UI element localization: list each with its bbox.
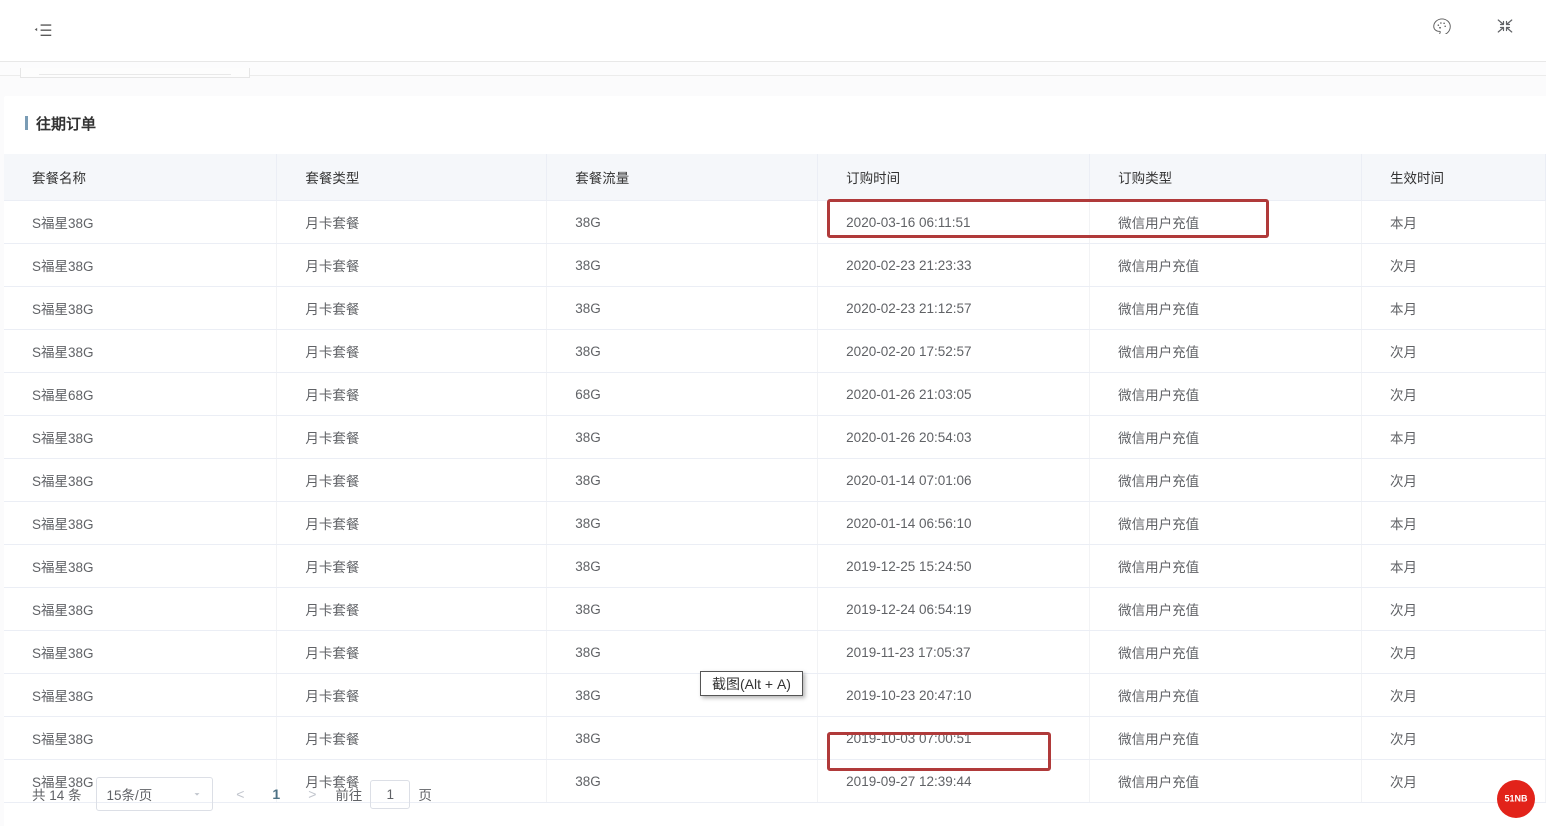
svg-text:51NB: 51NB <box>1504 794 1528 804</box>
